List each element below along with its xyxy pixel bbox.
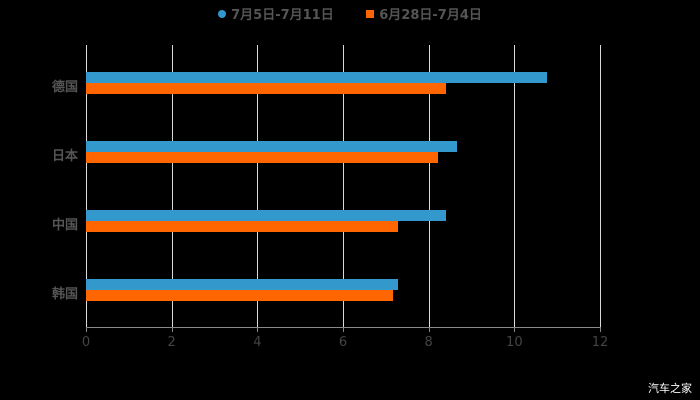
watermark: 汽车之家	[648, 382, 692, 395]
gridline	[257, 45, 259, 327]
gridline	[428, 45, 430, 327]
bar-series-1[interactable]	[86, 141, 458, 152]
bar-series-1[interactable]	[86, 279, 399, 290]
x-tick-label: 0	[81, 335, 91, 350]
category-label: 中国	[51, 218, 78, 233]
chart-legend: 7月5日-7月11日 6月28日-7月4日	[0, 4, 700, 23]
x-tick	[257, 327, 259, 332]
bar-series-2[interactable]	[86, 152, 439, 163]
x-tick	[86, 327, 87, 332]
x-tick	[514, 327, 516, 332]
x-tick-label: 6	[338, 335, 348, 350]
bar-series-2[interactable]	[86, 83, 447, 94]
x-tick	[171, 327, 173, 332]
legend-label: 6月28日-7月4日	[379, 8, 482, 23]
legend-square-icon	[366, 9, 375, 18]
category-label: 德国	[51, 80, 78, 95]
legend-item-series-1[interactable]: 7月5日-7月11日	[218, 4, 334, 23]
x-tick	[343, 327, 344, 332]
gridline	[600, 45, 601, 327]
x-tick	[600, 327, 601, 332]
category-label: 日本	[51, 149, 78, 164]
x-tick-label: 8	[424, 335, 433, 350]
legend-item-series-2[interactable]: 6月28日-7月4日	[366, 4, 482, 23]
legend-circle-icon	[218, 9, 227, 18]
bar-series-2[interactable]	[86, 290, 394, 301]
legend-label: 7月5日-7月11日	[231, 8, 334, 23]
x-tick-label: 10	[506, 335, 523, 350]
gridline	[86, 45, 87, 327]
bar-series-1[interactable]	[86, 72, 548, 83]
bar-series-1[interactable]	[86, 210, 447, 221]
x-tick-label: 4	[253, 335, 262, 350]
gridline	[343, 45, 344, 327]
x-tick-label: 12	[591, 335, 609, 350]
x-tick-label: 2	[167, 335, 176, 350]
gridline	[514, 45, 516, 327]
category-label: 韩国	[51, 287, 78, 302]
bar-series-2[interactable]	[86, 221, 399, 232]
gridline	[171, 45, 173, 327]
x-tick	[428, 327, 430, 332]
